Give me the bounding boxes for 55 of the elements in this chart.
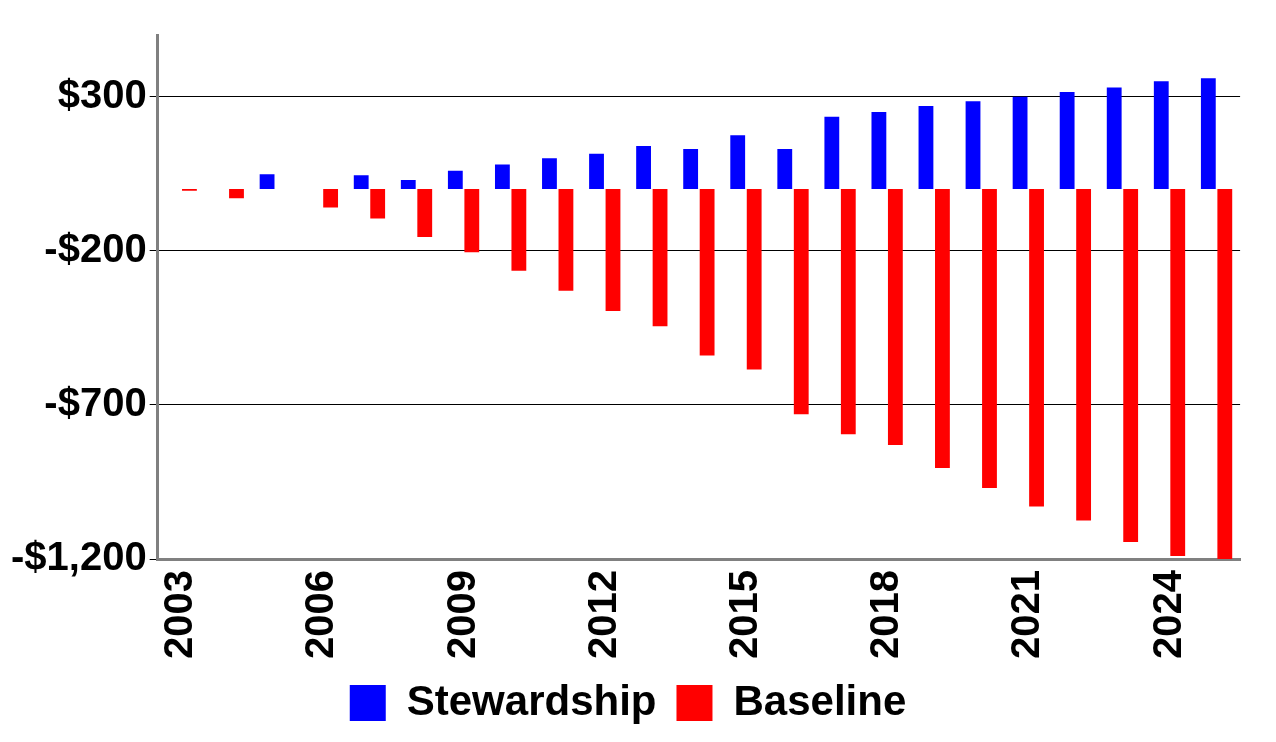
bar [1076, 189, 1092, 521]
bar [605, 189, 621, 311]
y-tick-label: -$200 [44, 225, 147, 270]
bar [1029, 189, 1044, 507]
bar [965, 101, 981, 190]
bar [417, 189, 433, 237]
x-tick-label: 2015 [720, 570, 765, 659]
y-tick-label: -$700 [44, 379, 147, 424]
x-tick-label: 2003 [156, 570, 201, 659]
bar [636, 145, 651, 190]
bar [652, 189, 668, 327]
y-tick-label: -$1,200 [10, 534, 147, 579]
bar [982, 189, 997, 489]
bar [447, 170, 463, 190]
x-tick-label: 2009 [438, 570, 483, 659]
bar [840, 189, 856, 435]
bar [259, 174, 275, 190]
bar [589, 153, 604, 190]
bar [1012, 96, 1028, 190]
bar [370, 189, 386, 219]
bar [542, 158, 557, 190]
x-tick-label: 2006 [297, 570, 342, 659]
bar [323, 189, 339, 208]
bar [746, 189, 762, 370]
bar [1059, 92, 1075, 190]
x-tick-label: 2018 [862, 570, 907, 659]
x-tick-label: 2012 [579, 570, 624, 659]
bar [935, 189, 950, 469]
bar [918, 105, 934, 190]
bar [1200, 78, 1216, 190]
bar [824, 116, 840, 190]
x-tick-label: 2021 [1003, 570, 1048, 659]
bar [699, 189, 715, 356]
bar [1153, 81, 1169, 190]
x-tick-label: 2024 [1144, 569, 1189, 659]
bar [871, 112, 887, 190]
bar [777, 149, 793, 190]
bar [511, 189, 527, 271]
bar [683, 149, 699, 190]
y-tick-label: $300 [57, 71, 147, 116]
bar [229, 189, 244, 199]
legend-label: Stewardship [406, 676, 657, 724]
bar [1106, 87, 1122, 190]
bar [887, 189, 903, 445]
bar [1170, 189, 1186, 556]
bar [464, 189, 480, 253]
bar [793, 189, 809, 415]
bar [558, 189, 574, 291]
legend-label: Baseline [733, 676, 907, 724]
bar [494, 164, 510, 190]
bar [1217, 189, 1233, 560]
bar [353, 175, 369, 190]
bar [1123, 189, 1139, 543]
bar [400, 179, 416, 190]
bar [730, 135, 746, 190]
